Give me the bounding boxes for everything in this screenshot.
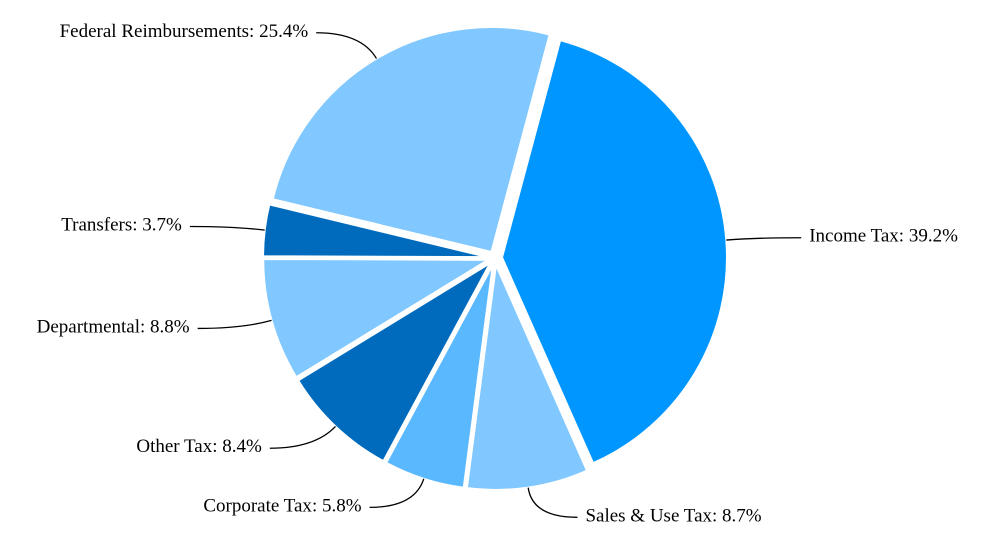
slice-value-label: : 25.4% [249,21,308,42]
slice-label: Transfers: 3.7% [61,215,182,236]
leader-line [316,32,378,59]
leader-line [197,319,272,330]
pie-slice [262,203,489,259]
slice-value-label: : 3.7% [132,215,182,236]
slice-value-label: : 8.7% [712,506,762,527]
leader-line [269,426,336,449]
slice-label: Federal Reimbursements: 25.4% [60,21,309,42]
slice-category: Other Tax [136,437,212,458]
pie-slice [296,260,493,463]
pie-slice [262,257,492,379]
slice-category: Departmental [37,317,140,338]
slice-label: Sales & Use Tax: 8.7% [585,506,761,527]
slice-label: Corporate Tax: 5.8% [203,496,361,517]
leader-line [369,478,425,508]
slice-value-label: : 8.8% [140,317,190,338]
leader-line [527,487,578,518]
leader-line [726,237,802,241]
slice-value-label: : 8.4% [212,437,262,458]
slice-category: Corporate Tax [203,496,312,517]
leader-line [189,225,265,231]
slice-label: Departmental: 8.8% [37,317,190,338]
slice-value-label: : 5.8% [312,496,362,517]
slice-category: Income Tax [809,226,899,247]
slice-category: Federal Reimbursements [60,21,249,42]
pie-slice [500,38,728,465]
pie-slice [271,26,551,254]
slice-value-label: : 39.2% [899,226,958,247]
pie-slice [384,264,494,489]
slice-label: Other Tax: 8.4% [136,437,262,458]
slice-label: Income Tax: 39.2% [809,226,958,247]
slice-category: Transfers [61,215,132,236]
slice-category: Sales & Use Tax [585,506,712,527]
